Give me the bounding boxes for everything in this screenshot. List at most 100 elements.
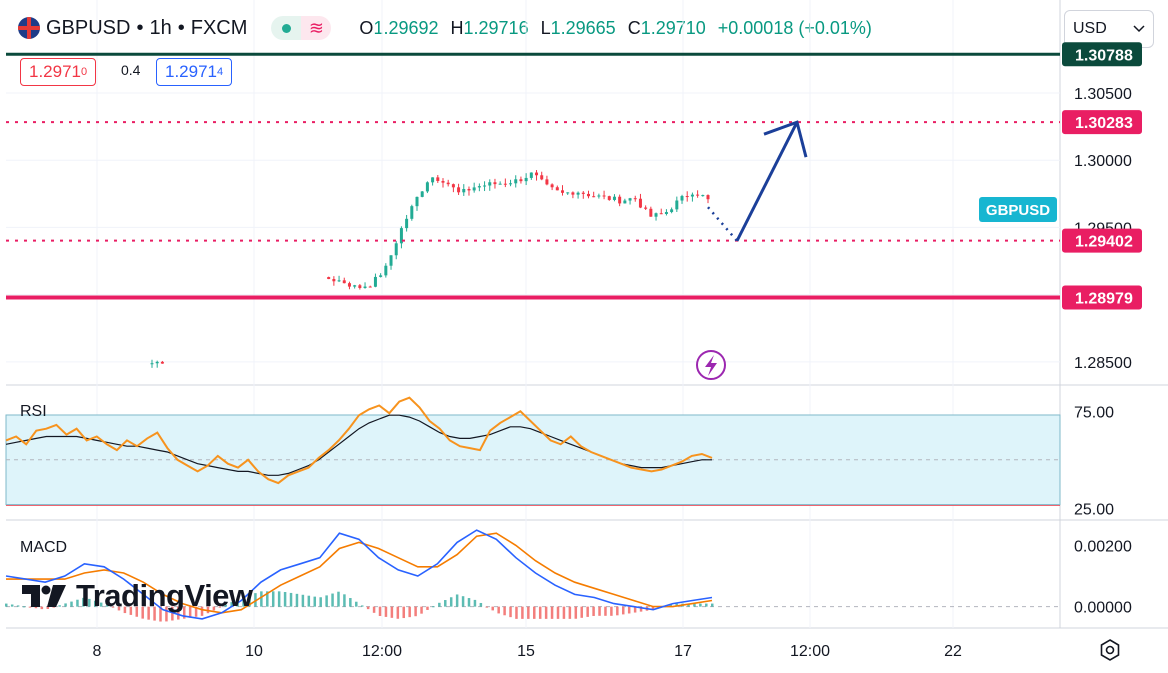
- sell-price-button[interactable]: 1.2971 0: [20, 58, 97, 86]
- macd-histogram-bar: [515, 606, 518, 619]
- projection-arrow-head: [763, 120, 808, 158]
- macd-histogram-bar: [307, 595, 311, 607]
- macd-histogram-bar: [580, 606, 583, 618]
- price-level-tag: [1062, 110, 1142, 135]
- macd-histogram-bar: [633, 606, 637, 613]
- gbp-usd-flag-icon: [18, 17, 40, 39]
- candle-body: [353, 285, 357, 287]
- candle-body: [670, 209, 674, 213]
- time-tick-label: 8: [93, 643, 102, 660]
- candle-body: [337, 280, 341, 282]
- candle-body: [462, 188, 466, 193]
- candle-body: [327, 277, 331, 280]
- high-value: H1.29716: [450, 17, 529, 38]
- candle-body: [332, 279, 336, 282]
- macd-histogram-bar: [491, 606, 494, 611]
- candle-body: [628, 198, 632, 201]
- candle-body: [415, 196, 419, 207]
- macd-histogram-bar: [349, 598, 352, 607]
- candle-body: [566, 192, 570, 194]
- price-tick-label: 1.28500: [1074, 355, 1132, 372]
- symbol-name[interactable]: GBPUSD: [46, 16, 131, 39]
- macd-histogram-bar: [420, 606, 423, 614]
- macd-histogram-bar: [271, 591, 275, 607]
- macd-histogram-bar: [331, 593, 334, 607]
- market-status-pill[interactable]: ≋: [271, 16, 332, 40]
- candle-body: [488, 182, 492, 186]
- time-tick-label: 15: [517, 643, 535, 660]
- lightning-bolt: [705, 355, 717, 376]
- symbol-header[interactable]: GBPUSD • 1h • FXCM ≋ O1.29692 H1.29716 L…: [18, 14, 872, 42]
- macd-tick-label: 0.00200: [1074, 538, 1132, 555]
- settings-icon[interactable]: [1098, 638, 1122, 662]
- candle-body: [483, 185, 487, 187]
- candle-body: [467, 188, 471, 191]
- macd-histogram-bar: [283, 592, 287, 607]
- macd-histogram-bar: [586, 606, 589, 617]
- price-level-tag: [1062, 285, 1142, 310]
- macd-histogram-bar: [260, 591, 263, 607]
- chevron-down-icon: [1133, 25, 1145, 33]
- candle-body: [457, 187, 461, 193]
- macd-histogram-bar: [568, 606, 572, 619]
- price-tick-label: 1.30000: [1074, 153, 1132, 170]
- candle-body: [706, 195, 710, 200]
- candle-body: [597, 195, 601, 197]
- candle-body: [529, 172, 533, 178]
- rsi-line: [5, 396, 713, 485]
- buy-price-button[interactable]: 1.2971 4: [156, 58, 233, 86]
- candle-body: [425, 182, 429, 192]
- macd-histogram-bar: [390, 606, 394, 618]
- currency-value: USD: [1073, 20, 1107, 37]
- candle-body: [633, 198, 637, 200]
- macd-histogram-bar: [414, 606, 417, 617]
- macd-histogram-bar: [562, 606, 566, 619]
- candle-body: [347, 283, 351, 287]
- candle-body: [550, 184, 554, 188]
- close-value: C1.29710: [627, 17, 706, 38]
- candle-body: [405, 218, 409, 229]
- candle-body: [519, 179, 523, 182]
- currency-select[interactable]: USD: [1064, 10, 1154, 48]
- candle-body: [410, 206, 414, 219]
- macd-histogram-bar: [669, 604, 672, 607]
- candle-body: [581, 192, 585, 194]
- candle-body: [509, 183, 513, 185]
- candle-body: [675, 200, 679, 210]
- macd-histogram-bar: [355, 601, 358, 607]
- time-tick-label: 12:00: [790, 643, 830, 660]
- macd-histogram-bar: [681, 603, 684, 607]
- macd-histogram-bar: [616, 606, 619, 616]
- price-tick-label: 1.30500: [1074, 86, 1132, 103]
- macd-histogram-bar: [622, 606, 625, 615]
- candle-body: [503, 183, 507, 185]
- macd-histogram-bar: [16, 605, 20, 607]
- macd-histogram-bar: [503, 606, 506, 616]
- candle-body: [571, 192, 575, 195]
- candle-body: [342, 280, 346, 284]
- macd-histogram-bar: [372, 606, 376, 613]
- candle-body: [535, 172, 539, 176]
- candle-body: [659, 213, 663, 215]
- interval[interactable]: 1h: [149, 16, 172, 39]
- candle-body: [436, 177, 440, 181]
- candle-body: [690, 194, 694, 197]
- macd-histogram-bar: [699, 603, 702, 607]
- rsi-band: [5, 414, 1061, 506]
- candle-body: [358, 285, 362, 288]
- candle-body: [623, 200, 627, 204]
- candle-body: [498, 183, 502, 185]
- macd-histogram-bar: [378, 606, 382, 616]
- candle-body: [384, 265, 388, 276]
- candle-body: [540, 175, 544, 180]
- macd-histogram-bar: [651, 606, 655, 610]
- candle-body: [664, 212, 668, 214]
- candle-body: [441, 180, 445, 183]
- candle-body: [493, 182, 497, 185]
- macd-histogram-bar: [337, 591, 340, 607]
- macd-histogram-bar: [289, 592, 293, 607]
- macd-histogram-bar: [592, 606, 595, 616]
- open-value: O1.29692: [359, 17, 439, 38]
- tradingview-logo-icon: [22, 585, 66, 607]
- spread-value: 0.4: [121, 62, 141, 78]
